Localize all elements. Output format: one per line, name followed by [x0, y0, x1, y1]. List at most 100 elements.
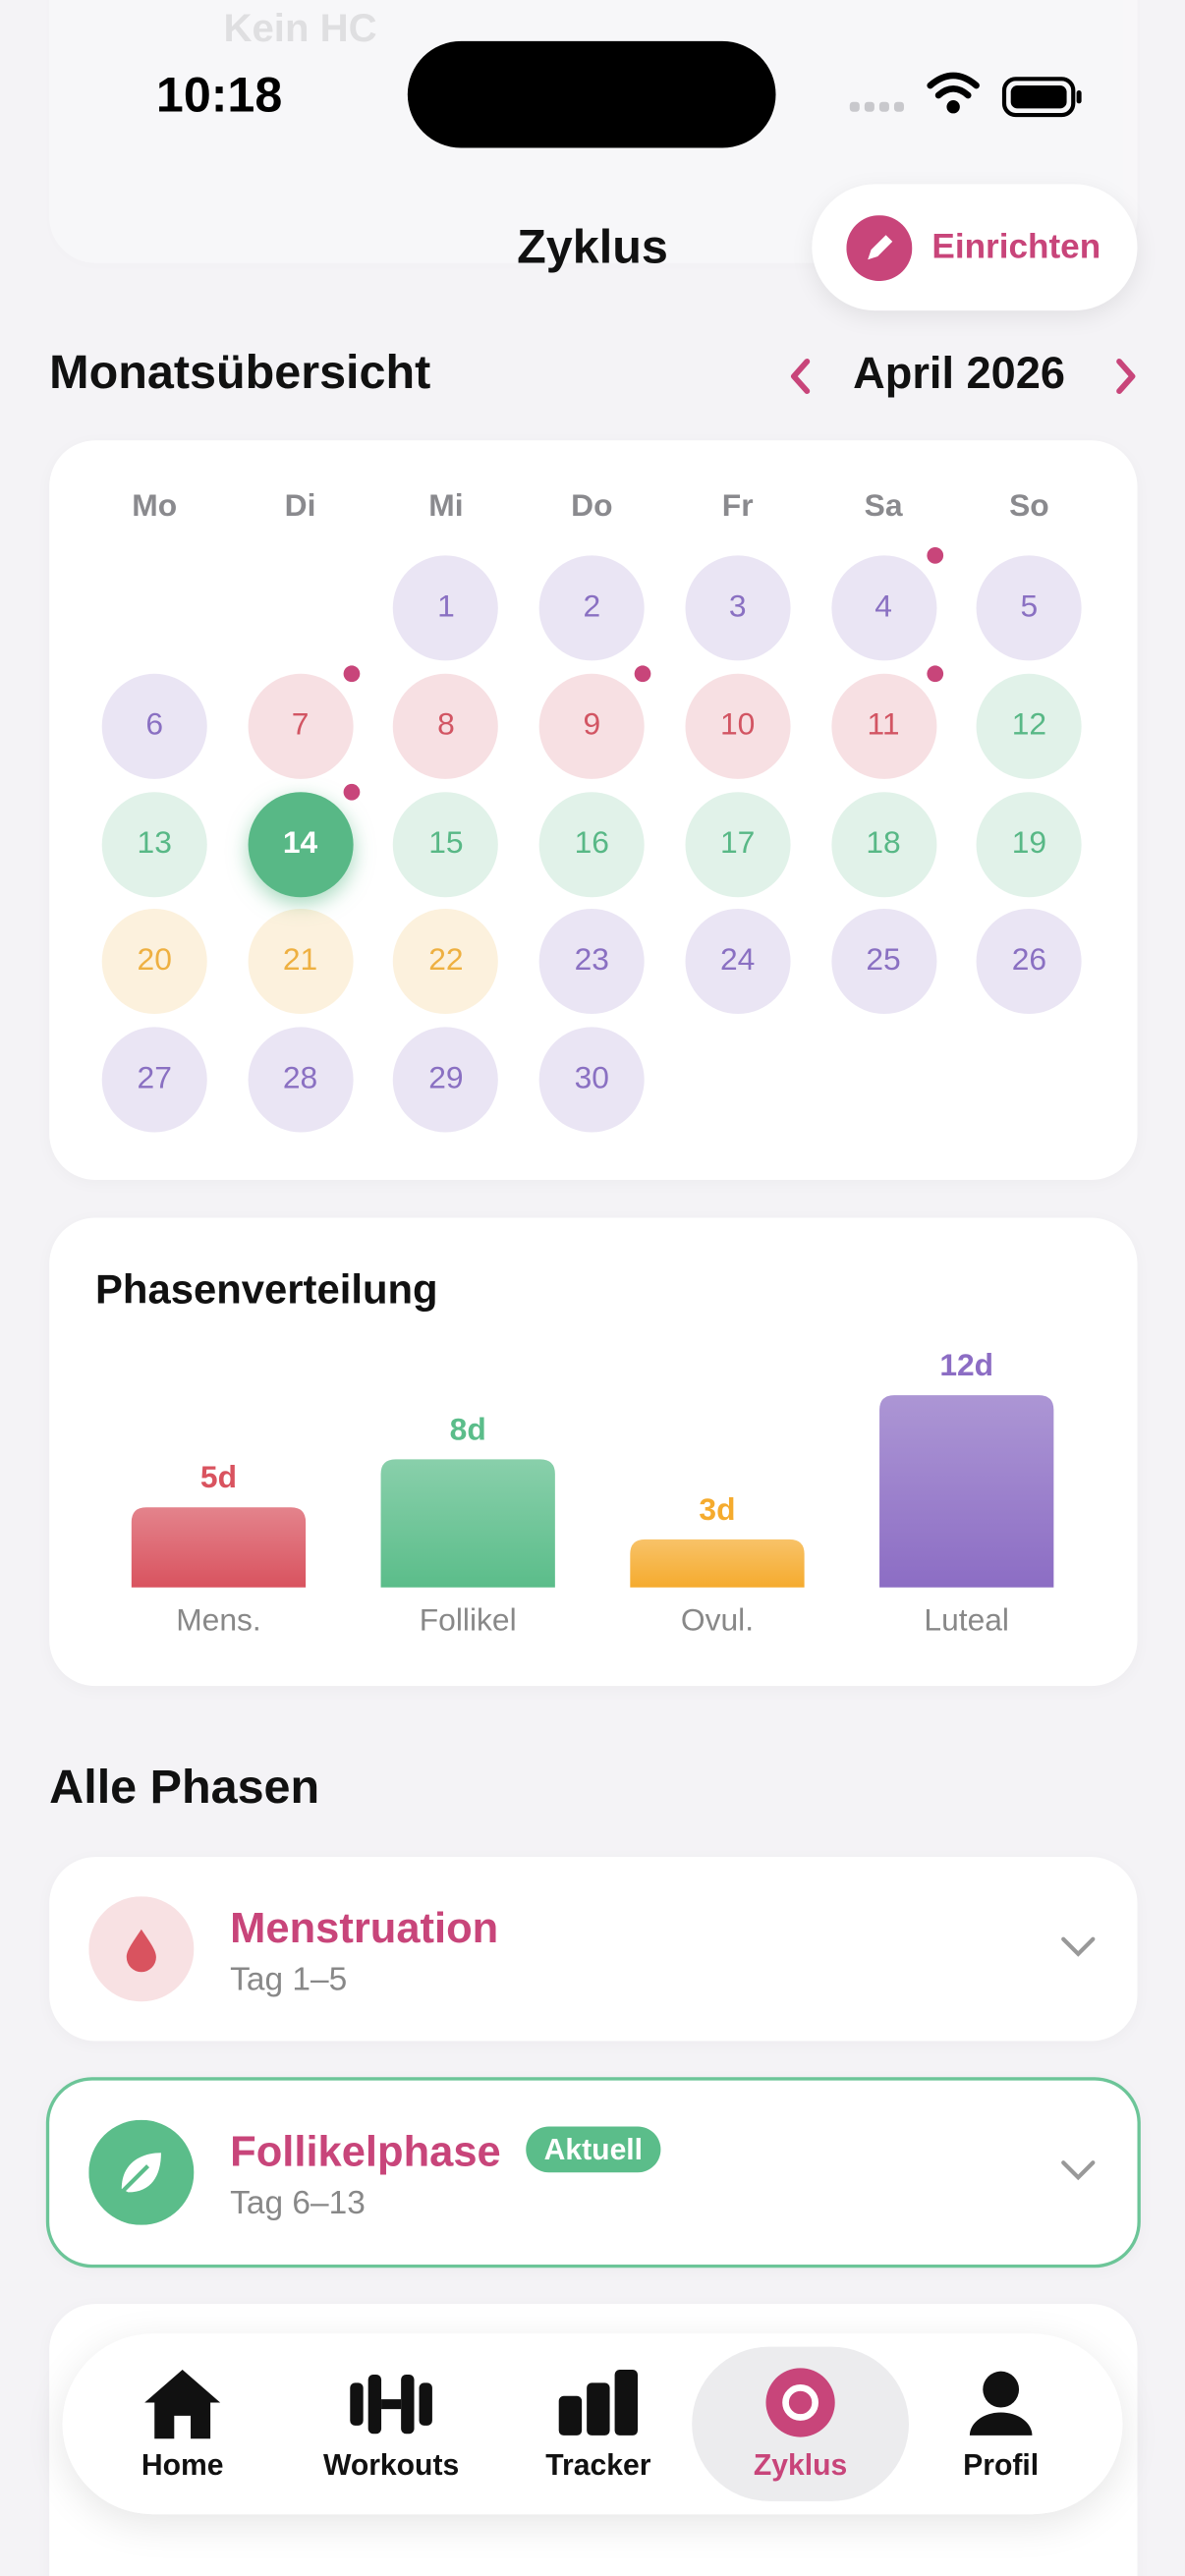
value-label: 8d [450, 1411, 486, 1446]
status-icons [849, 72, 1082, 118]
weekday-label: Fr [721, 489, 754, 525]
calendar-day[interactable]: 21 [248, 909, 354, 1015]
day-number: 17 [719, 825, 756, 861]
section-title: Alle Phasen [49, 1762, 320, 1815]
phase-card[interactable]: Follikelphase Aktuell Tag 6–13 [45, 2077, 1141, 2268]
dynamic-island [407, 40, 776, 148]
event-dot [343, 665, 360, 682]
chevron [1061, 1936, 1096, 1957]
calendar-day[interactable]: 15 [393, 791, 499, 897]
calendar-day[interactable]: 18 [830, 791, 936, 897]
calendar-day[interactable]: 22 [393, 909, 499, 1015]
day-number: 3 [728, 589, 747, 625]
calendar-day[interactable]: 9 [538, 673, 645, 779]
value-label: 3d [699, 1491, 735, 1527]
calendar-day[interactable]: 23 [538, 909, 645, 1015]
day-number: 28 [282, 1061, 318, 1096]
prev-month[interactable] [779, 352, 821, 401]
day-number: 26 [1011, 943, 1047, 979]
bar [380, 1459, 555, 1588]
phase-days: Tag 6–13 [230, 2185, 366, 2222]
weekday-label: Mo [132, 489, 178, 525]
calendar-day[interactable]: 25 [830, 909, 936, 1015]
calendar-day[interactable]: 5 [976, 555, 1082, 661]
category-label: Luteal [924, 1601, 1009, 1637]
background-card-title: Kein HC [223, 6, 377, 51]
day-number: 21 [282, 943, 318, 979]
tab-label[interactable]: Home [141, 2448, 224, 2482]
next-month[interactable] [1104, 352, 1147, 401]
calendar-day[interactable]: 10 [685, 673, 791, 779]
calendar-day[interactable]: 8 [393, 673, 499, 779]
category-label: Follikel [420, 1601, 517, 1637]
calendar-day[interactable]: 27 [101, 1027, 207, 1133]
chart: 5d Mens. 8d Follikel 3d Ovul. 12d Luteal [131, 1347, 1054, 1637]
header-title: Zyklus [517, 221, 668, 275]
tab-label[interactable]: Zyklus [753, 2448, 848, 2482]
event-dot [343, 783, 360, 800]
category-label: Mens. [176, 1601, 261, 1637]
day-number: 2 [583, 589, 601, 625]
zyklus-icon [765, 2368, 835, 2437]
calendar-day[interactable]: 29 [393, 1027, 499, 1133]
calendar-day[interactable]: 30 [538, 1027, 645, 1133]
day-number: 6 [145, 707, 164, 743]
phase-card[interactable]: Menstruation Tag 1–5 [49, 1857, 1138, 2042]
calendar-day[interactable]: 19 [976, 791, 1082, 897]
calendar-day[interactable]: 13 [101, 791, 207, 897]
day-number: 13 [137, 825, 172, 861]
day-number: 27 [137, 1061, 172, 1096]
tab-bar: Home Workouts Tracker Zyklus Profil [62, 2333, 1123, 2515]
day-number: 24 [719, 943, 756, 979]
home-icon [144, 2370, 221, 2439]
calendar-day[interactable]: 2 [538, 555, 645, 661]
calendar-day[interactable]: 24 [685, 909, 791, 1015]
day-number: 14 [282, 825, 318, 861]
day-number: 20 [137, 943, 172, 979]
day-number: 4 [875, 589, 892, 625]
day-number: 29 [428, 1061, 464, 1096]
profil-icon [969, 2371, 1033, 2436]
day-number: 1 [437, 589, 455, 625]
chart-title: Phasenverteilung [95, 1266, 438, 1314]
setup-label: Einrichten [931, 228, 1101, 266]
day-number: 18 [866, 825, 901, 861]
calendar-day[interactable]: 7 [248, 673, 354, 779]
tracker-icon [558, 2370, 638, 2436]
calendar-day[interactable]: 3 [685, 555, 791, 661]
status-time: 10:18 [155, 69, 283, 124]
tab-icons [144, 2368, 1033, 2439]
section-title: Monatsübersicht [49, 346, 431, 400]
calendar-day[interactable]: 20 [101, 909, 207, 1015]
chevron [1061, 2160, 1096, 2181]
phase-name: Menstruation [230, 1902, 499, 1953]
day-number: 19 [1011, 825, 1047, 861]
phase-days: Tag 1–5 [230, 1962, 348, 1998]
calendar-day[interactable]: 1 [393, 555, 499, 661]
edit-icon [846, 215, 913, 282]
calendar-day[interactable]: 16 [538, 791, 645, 897]
calendar-day[interactable]: 4 [830, 555, 936, 661]
day-number: 8 [437, 707, 455, 743]
calendar-day[interactable]: 26 [976, 909, 1082, 1015]
calendar-day[interactable]: 6 [101, 673, 207, 779]
bar [879, 1395, 1054, 1588]
setup-button[interactable]: Einrichten [812, 184, 1138, 311]
tab-label[interactable]: Profil [963, 2448, 1040, 2482]
tab-label[interactable]: Tracker [545, 2448, 651, 2482]
day-number: 5 [1020, 589, 1039, 625]
calendar-day[interactable]: 11 [830, 673, 936, 779]
bar [630, 1539, 805, 1588]
calendar-day[interactable]: 28 [248, 1027, 354, 1133]
category-label: Ovul. [681, 1601, 754, 1637]
month-label: April 2026 [853, 348, 1066, 398]
calendar-day[interactable]: 12 [976, 673, 1082, 779]
day-number: 7 [291, 707, 310, 743]
tab-label[interactable]: Workouts [322, 2448, 460, 2482]
weekday-label: Do [571, 489, 613, 525]
calendar-day[interactable]: 14 [248, 791, 354, 897]
event-dot [926, 547, 943, 564]
calendar-day[interactable]: 17 [685, 791, 791, 897]
